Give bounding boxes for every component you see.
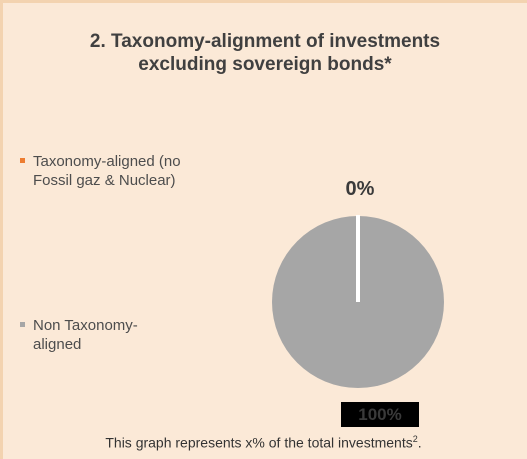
footnote-text: This graph represents x% of the total in… xyxy=(105,434,413,451)
legend-item-taxonomy-aligned: Taxonomy-aligned (no Fossil gaz & Nuclea… xyxy=(20,152,260,190)
chart-title: 2. Taxonomy-alignment of investments exc… xyxy=(89,31,441,75)
panel-border-left xyxy=(0,0,3,459)
legend-item-non-taxonomy-aligned: Non Taxonomy- aligned xyxy=(20,316,260,354)
footnote-superscript: 2 xyxy=(412,434,418,444)
data-label-non-taxonomy-aligned: 100% xyxy=(341,402,419,427)
legend-swatch-taxonomy-aligned xyxy=(20,158,25,163)
panel-border-top xyxy=(0,0,527,3)
pie-chart xyxy=(272,215,444,388)
footnote: This graph represents x% of the total in… xyxy=(0,434,527,451)
footnote-end: . xyxy=(417,434,422,451)
legend-swatch-non-taxonomy-aligned xyxy=(20,322,25,327)
legend-label-non-taxonomy-aligned: Non Taxonomy- aligned xyxy=(33,317,138,353)
data-label-taxonomy-aligned: 0% xyxy=(345,178,375,200)
legend-label-taxonomy-aligned: Taxonomy-aligned (no Fossil gaz & Nuclea… xyxy=(33,153,181,189)
